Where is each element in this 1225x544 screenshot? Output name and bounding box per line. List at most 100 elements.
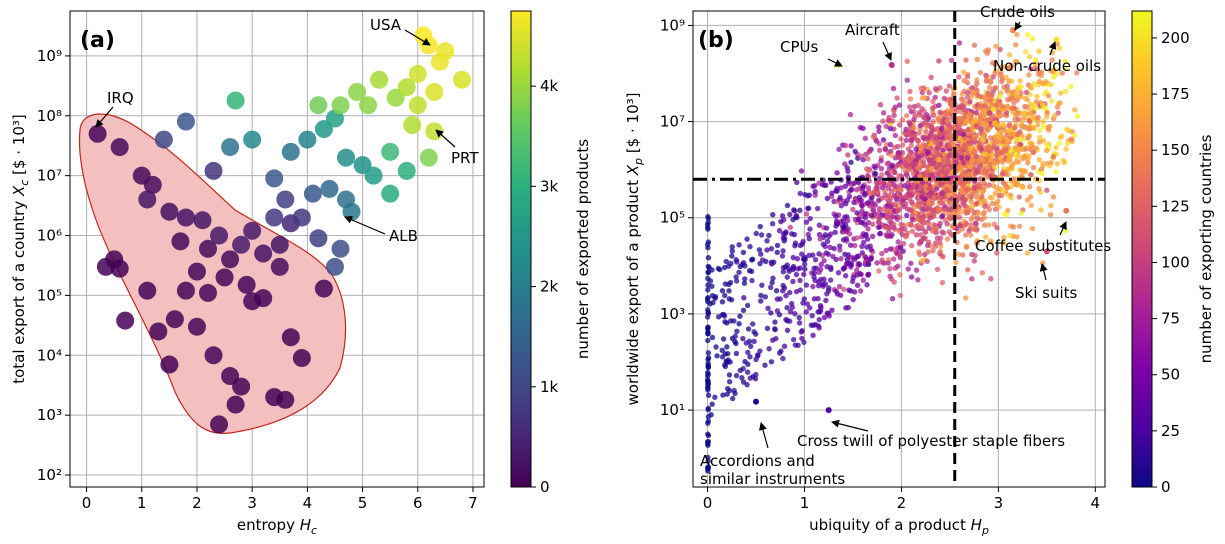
product-point (895, 207, 901, 214)
country-point (276, 190, 295, 209)
product-point (745, 361, 751, 367)
product-point (969, 276, 975, 282)
product-point (741, 280, 748, 286)
country-point (204, 346, 223, 365)
country-point (281, 328, 300, 347)
product-point (807, 215, 813, 222)
product-point (902, 167, 908, 174)
product-point (773, 288, 780, 294)
product-point (801, 261, 808, 268)
product-point (986, 110, 993, 116)
product-point (862, 215, 869, 221)
product-point (879, 172, 885, 178)
product-point (722, 264, 728, 271)
product-point (972, 148, 978, 154)
product-point (923, 123, 930, 130)
product-point (709, 334, 716, 341)
product-point (758, 251, 764, 257)
product-point (1026, 72, 1032, 78)
product-point (824, 291, 830, 297)
product-point (887, 125, 894, 132)
country-point (232, 235, 251, 254)
country-point (303, 184, 322, 203)
product-point (705, 325, 711, 331)
product-point (797, 207, 803, 214)
product-point (1015, 116, 1022, 122)
product-point (876, 147, 883, 154)
product-point (842, 264, 848, 271)
product-point (897, 245, 904, 251)
product-point (705, 255, 712, 261)
panel-a-colorbar-label: number of exported products (574, 139, 592, 359)
panel-a-y-axis-label: total export of a country Xc [$ · 10³] (10, 114, 31, 384)
product-point (777, 296, 783, 302)
product-point (917, 123, 923, 129)
product-point (823, 250, 829, 256)
product-point (1018, 90, 1024, 96)
product-point (904, 212, 910, 219)
product-point (918, 85, 924, 92)
product-point (868, 212, 875, 219)
product-point (759, 282, 765, 288)
country-point (276, 390, 295, 409)
panel-a-ticks: 0 1 2 3 4 5 6 7 10² 10³ 10⁴ 10⁵ 10⁶ 10⁷ 10⁸ 10⁹ (37, 47, 478, 512)
product-point (1040, 118, 1046, 125)
product-point (796, 320, 803, 326)
product-point (992, 85, 998, 91)
country-point (309, 229, 328, 248)
product-point (816, 251, 822, 257)
product-point (908, 222, 914, 228)
product-point (987, 135, 994, 141)
product-point (934, 266, 941, 273)
product-point (749, 256, 756, 262)
country-point (270, 235, 289, 254)
product-point (989, 195, 995, 201)
product-point (896, 102, 903, 108)
annotation-accordions: Accordions and similar instruments (700, 452, 845, 488)
product-point (922, 196, 928, 202)
country-point (199, 239, 217, 258)
product-point (891, 112, 897, 119)
product-point (980, 137, 986, 144)
country-point (165, 310, 184, 329)
product-point (852, 242, 858, 249)
country-point (348, 82, 367, 101)
product-point (756, 247, 763, 253)
product-point (740, 379, 747, 385)
product-point (740, 249, 747, 256)
product-point (914, 137, 921, 143)
product-point (1030, 164, 1037, 171)
product-point (831, 198, 837, 205)
panel-b-x-tick-label: 0 (703, 494, 713, 512)
product-point (967, 163, 973, 170)
product-point (704, 314, 711, 320)
product-point (1068, 84, 1074, 90)
panel-a-colorbar-tick-label: 4k (540, 77, 559, 95)
product-point (736, 269, 742, 275)
product-point (803, 211, 810, 217)
product-point (1012, 124, 1018, 131)
product-point (931, 194, 938, 200)
product-point (837, 247, 843, 253)
product-point (1054, 104, 1061, 110)
panel-b-colorbar (1131, 10, 1153, 488)
product-point (837, 292, 844, 298)
product-point (762, 362, 768, 368)
product-point (928, 74, 934, 80)
product-point (858, 219, 864, 226)
panel-a-frame (69, 10, 485, 488)
product-point (740, 365, 746, 372)
country-point (210, 226, 229, 245)
product-point (926, 90, 932, 96)
panel-a-colorbar-tick-label: 0 (540, 478, 550, 496)
product-point (783, 292, 789, 299)
product-point (1029, 101, 1036, 108)
product-point (891, 192, 898, 199)
product-point (805, 231, 811, 238)
product-point (724, 359, 730, 365)
panel-b-colorbar-tick-label: 0 (1161, 478, 1171, 496)
product-point (895, 143, 901, 150)
country-point (408, 64, 427, 83)
country-point (397, 78, 416, 97)
product-point (734, 328, 740, 334)
